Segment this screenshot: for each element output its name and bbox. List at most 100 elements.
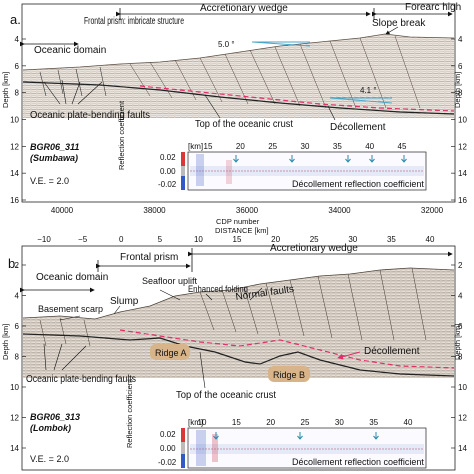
- panel-a-xtick-1: 38000: [143, 206, 166, 215]
- panel-b-enhanced-folding: Enhanced folding: [188, 284, 248, 294]
- panel-b-top-crust-line: [22, 333, 455, 377]
- panel-a: a. Oceanic domain Frontal prism: imbrica…: [1, 2, 467, 226]
- panel-a-angle-top-label: 5.0 °: [218, 40, 235, 49]
- panel-a-ytick-right-6: 16: [458, 196, 467, 205]
- panel-a-ytick-right-1: 6: [458, 62, 463, 71]
- panel-b-ytick-right-2: 6: [458, 322, 463, 331]
- panel-a-slope-break: Slope break: [372, 18, 426, 29]
- distance-tick-7: 25: [310, 235, 319, 244]
- panel-a-ytick-left-6: 16: [10, 196, 19, 205]
- panel-a-inset-arrow-0: [233, 155, 239, 163]
- distance-tick-6: 20: [271, 235, 280, 244]
- panel-a-top-crust: Top of the oceanic crust: [195, 119, 293, 130]
- panel-a-xlabel: CDP number: [216, 217, 260, 226]
- panel-a-angle-bottom-label: 4.1 °: [360, 86, 377, 95]
- panel-b-ytick-right-6: 14: [458, 444, 467, 453]
- panel-a-forearc-high: Forearc high: [405, 2, 461, 13]
- panel-a-ytick-right-0: 4: [458, 35, 463, 44]
- panel-a-inset-ytick-2: 0.00: [160, 167, 176, 176]
- panel-b-ytick-left-5: 12: [10, 414, 19, 423]
- panel-b-ytick-right-5: 12: [458, 414, 467, 423]
- panel-b-inset: [km] 10 15 20 25 30 35 40 0.02 0.00 -0.02 Refl…: [125, 378, 427, 469]
- panel-b-inset-ytick-1: 0.02: [160, 430, 176, 439]
- panel-b-letter: b.: [8, 256, 19, 271]
- panel-b-ytick-left-2: 6: [15, 322, 20, 331]
- panel-b-ytick-left-1: 4: [15, 292, 20, 301]
- panel-a-inset-kmtick-4: 35: [333, 142, 342, 151]
- panel-a-inset: [km] 15 20 25 30 35 40 45 0.02 0.00 -0.02 Refl…: [117, 100, 427, 191]
- panel-b-colorbar: [181, 428, 185, 468]
- panel-a-angle-top: [251, 41, 311, 47]
- panel-b-inset-kmtick-5: 35: [369, 418, 378, 427]
- panel-b-profile-id: BGR06_313: [30, 412, 80, 422]
- panel-b-ridge-a-label: Ridge A: [155, 348, 187, 358]
- distance-tick-8: 30: [348, 235, 357, 244]
- panel-a-angle-bottom: [329, 97, 393, 104]
- panel-b-decollement: Décollement: [364, 346, 420, 357]
- panel-b-ytick-right-3: 8: [458, 353, 463, 362]
- panel-b-ytick-right-1: 4: [458, 292, 463, 301]
- distance-tick-5: 15: [233, 235, 242, 244]
- panel-b-accretionary-wedge: Accretionary wedge: [270, 243, 358, 254]
- panel-a-seafloor: [22, 33, 455, 71]
- panel-b-inset-arrow-0: [213, 432, 219, 440]
- panel-b-inset-ylabel: Reflection coefficient: [125, 378, 134, 448]
- panel-a-xtick-2: 36000: [236, 206, 259, 215]
- panel-a-oceanic-domain: Oceanic domain: [34, 45, 106, 56]
- panel-b-seismic-section: [23, 268, 454, 378]
- panel-b-oceanic-domain: Oceanic domain: [36, 272, 108, 283]
- panel-a-inset-kmtick-0: 15: [204, 142, 213, 151]
- panel-a-letter: a.: [10, 12, 21, 27]
- panel-b-ridge-b: [268, 366, 310, 382]
- distance-tick-10: 40: [426, 235, 435, 244]
- panel-b-inset-km: [km]: [188, 418, 203, 427]
- panel-a-oceanic-faults: Oceanic plate-bending faults: [30, 110, 150, 121]
- panel-a-thrusts: [129, 35, 421, 109]
- panel-a-ylabel: Depth [km]: [1, 72, 10, 108]
- panel-a-ytick-left-3: 10: [10, 116, 19, 125]
- panel-a-frontal-prism: Frontal prism: imbricate structure: [84, 16, 184, 27]
- panel-b-inset-kmtick-2: 20: [266, 418, 275, 427]
- panel-a-inset-kmtick-2: 25: [268, 142, 277, 151]
- panel-b-ve: V.E. = 2.0: [30, 454, 69, 464]
- panel-b-ytick-left-3: 8: [15, 353, 20, 362]
- panel-b-ytick-right-4: 10: [458, 383, 467, 392]
- panel-a-seismic-section: [23, 34, 454, 118]
- panel-b-region: (Lombok): [30, 423, 71, 433]
- panel-a-inset-arrow-4: [401, 155, 407, 163]
- panel-a-ytick-left-5: 14: [10, 169, 19, 178]
- panel-a-inset-arrow-1: [289, 155, 295, 163]
- panel-a-ytick-left-0: 4: [15, 35, 20, 44]
- panel-a-ytick-right-4: 12: [458, 142, 467, 151]
- panel-a-inset-kmtick-6: 45: [398, 142, 407, 151]
- panel-a-inset-ytick-3: -0.02: [158, 180, 177, 189]
- panel-a-ytick-left-4: 12: [10, 142, 19, 151]
- panel-a-ytick-right-5: 14: [458, 169, 467, 178]
- distance-tick-4: 10: [194, 235, 203, 244]
- panel-a-inset-ytick-1: 0.02: [160, 153, 176, 162]
- panel-a-ytick-left-2: 8: [15, 89, 20, 98]
- distance-tick-9: 35: [387, 235, 396, 244]
- panel-b-inset-kmtick-6: 40: [404, 418, 413, 427]
- panel-b-inset-kmtick-1: 15: [232, 418, 241, 427]
- panel-b-inset-kmtick-4: 30: [335, 418, 344, 427]
- panel-a-xtick-0: 40000: [51, 206, 74, 215]
- distance-axis-label: DISTANCE [km]: [215, 226, 269, 235]
- panel-a-inset-arrow-3: [369, 155, 375, 163]
- panel-b-ytick-left-0: 2: [15, 261, 20, 270]
- panel-b-ytick-left-4: 10: [10, 383, 19, 392]
- panel-b-inset-ytick-3: -0.02: [158, 458, 177, 467]
- panel-b-ylabel-right: Depth [km]: [453, 324, 462, 360]
- panel-a-accretionary-wedge: Accretionary wedge: [200, 3, 288, 14]
- panel-a-top-crust-line: [22, 81, 455, 115]
- panel-a-region: (Sumbawa): [30, 153, 78, 163]
- panel-b: Ridge A Ridge B b. Oceanic domain Fronta…: [1, 243, 467, 471]
- distance-tick-0: −10: [37, 235, 51, 244]
- panel-b-ytick-right-0: 2: [458, 261, 463, 270]
- panel-b-ridge-a: [150, 344, 190, 360]
- panel-a-decollement-line: [139, 85, 455, 112]
- panel-a-inset-arrow-2: [345, 155, 351, 163]
- distance-tick-3: 5: [158, 235, 163, 244]
- panel-a-inset-title: Décollement reflection coefficient: [292, 179, 424, 189]
- distance-tick-2: 0: [119, 235, 124, 244]
